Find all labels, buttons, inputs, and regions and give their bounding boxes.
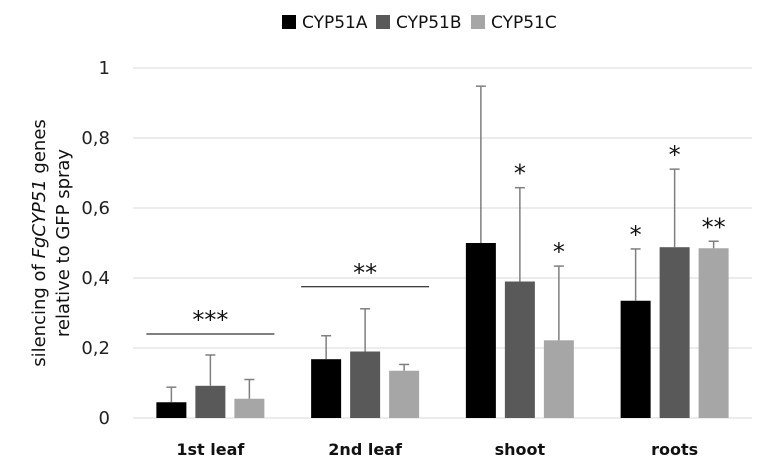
y-tick-label: 1 <box>99 58 110 79</box>
y-axis-label-text: genes <box>29 119 50 179</box>
error-bars <box>166 85 719 403</box>
category-label: 2nd leaf <box>328 440 403 459</box>
legend-label: CYP51C <box>491 13 557 33</box>
significance-label: *** <box>192 306 228 334</box>
bar <box>195 385 226 418</box>
significance-label: ** <box>702 213 726 241</box>
y-axis-ticks: 0 0,2 0,4 0,6 0,8 1 <box>81 58 110 429</box>
bar <box>389 370 420 418</box>
bar <box>350 351 381 418</box>
significance-annotations: *********** <box>146 141 726 335</box>
legend: CYP51A CYP51B CYP51C <box>282 13 557 33</box>
significance-label: * <box>630 221 642 249</box>
legend-label: CYP51B <box>396 13 462 33</box>
bar <box>311 359 342 418</box>
y-tick-label: 0,8 <box>81 128 110 149</box>
y-tick-label: 0,4 <box>81 268 110 289</box>
significance-label: * <box>514 160 526 188</box>
y-axis-label-text: silencing of <box>29 258 50 366</box>
bar <box>620 300 651 418</box>
bar <box>156 402 187 418</box>
legend-swatch <box>282 15 296 29</box>
category-label: shoot <box>495 440 546 459</box>
category-label: 1st leaf <box>176 440 245 459</box>
bars <box>156 243 729 418</box>
category-label: roots <box>651 440 698 459</box>
y-axis-label: silencing of FgCYP51 genes relative to GF… <box>29 119 74 367</box>
y-tick-label: 0 <box>99 408 110 429</box>
legend-swatch <box>471 15 485 29</box>
legend-swatch <box>376 15 390 29</box>
bar <box>543 340 574 418</box>
y-axis-label-gene: FgCYP51 <box>29 179 50 258</box>
x-axis-categories: 1st leaf 2nd leaf shoot roots <box>176 440 698 459</box>
bar <box>698 248 729 418</box>
bar <box>234 398 265 418</box>
bar <box>659 247 690 418</box>
y-axis-label-text: relative to GFP spray <box>53 149 74 338</box>
y-axis-label-line: relative to GFP spray <box>53 149 74 338</box>
bar <box>504 281 535 418</box>
y-axis-label-line: silencing of FgCYP51 genes <box>29 119 50 367</box>
bar <box>465 243 496 418</box>
y-tick-label: 0,6 <box>81 198 110 219</box>
gridlines <box>133 67 752 419</box>
significance-label: * <box>669 141 681 169</box>
y-tick-label: 0,2 <box>81 338 110 359</box>
significance-label: * <box>553 238 565 266</box>
legend-label: CYP51A <box>302 13 368 33</box>
significance-label: ** <box>353 259 377 287</box>
